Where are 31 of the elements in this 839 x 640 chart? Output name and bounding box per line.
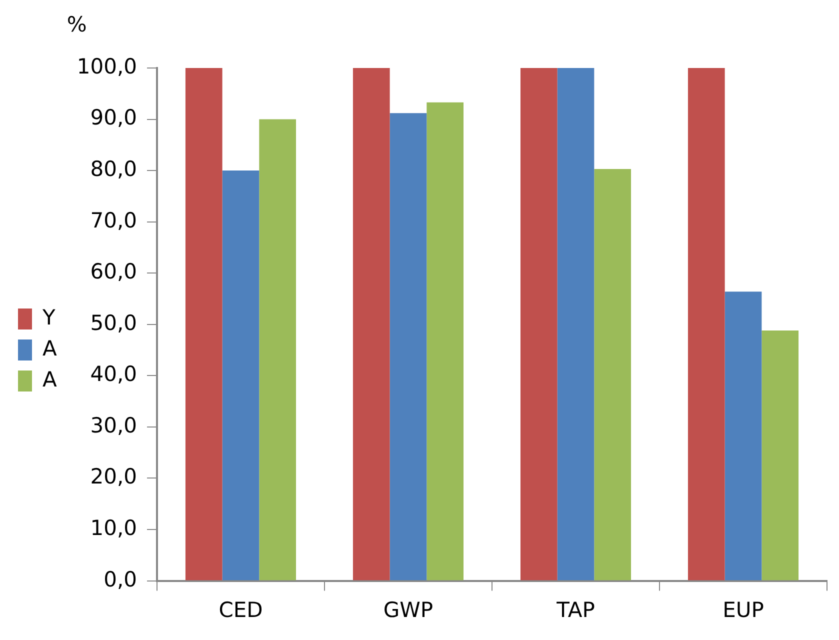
- y-tick-label: 100,0: [76, 54, 137, 78]
- bar: [520, 68, 558, 580]
- x-tick-label: EUP: [722, 598, 764, 622]
- bar: [762, 330, 799, 580]
- bar: [222, 170, 260, 580]
- bar: [688, 68, 725, 580]
- bar: [426, 102, 464, 580]
- legend-label: Y: [42, 305, 56, 330]
- bar: [185, 68, 222, 580]
- y-tick-label: 90,0: [90, 106, 137, 130]
- y-tick-label: 60,0: [90, 260, 137, 284]
- bar: [259, 119, 296, 580]
- y-tick-label: 0,0: [104, 567, 137, 592]
- bar: [352, 68, 390, 580]
- bar: [557, 68, 594, 580]
- bar: [594, 169, 632, 580]
- bar: [724, 292, 762, 580]
- legend-label: A: [42, 336, 58, 360]
- x-tick-label: CED: [218, 598, 263, 622]
- bar: [390, 113, 427, 580]
- x-tick-label: TAP: [556, 598, 595, 622]
- y-tick-label: 40,0: [90, 362, 137, 386]
- y-tick-label: 30,0: [90, 413, 137, 438]
- y-axis-title: %: [66, 12, 87, 36]
- y-tick-label: 20,0: [90, 464, 137, 489]
- x-tick-label: GWP: [383, 598, 434, 622]
- legend-label: A: [42, 367, 58, 392]
- y-tick-label: 80,0: [90, 157, 137, 182]
- y-tick-label: 50,0: [90, 310, 137, 335]
- y-tick-label: 10,0: [90, 516, 137, 540]
- y-tick-label: 70,0: [90, 208, 137, 232]
